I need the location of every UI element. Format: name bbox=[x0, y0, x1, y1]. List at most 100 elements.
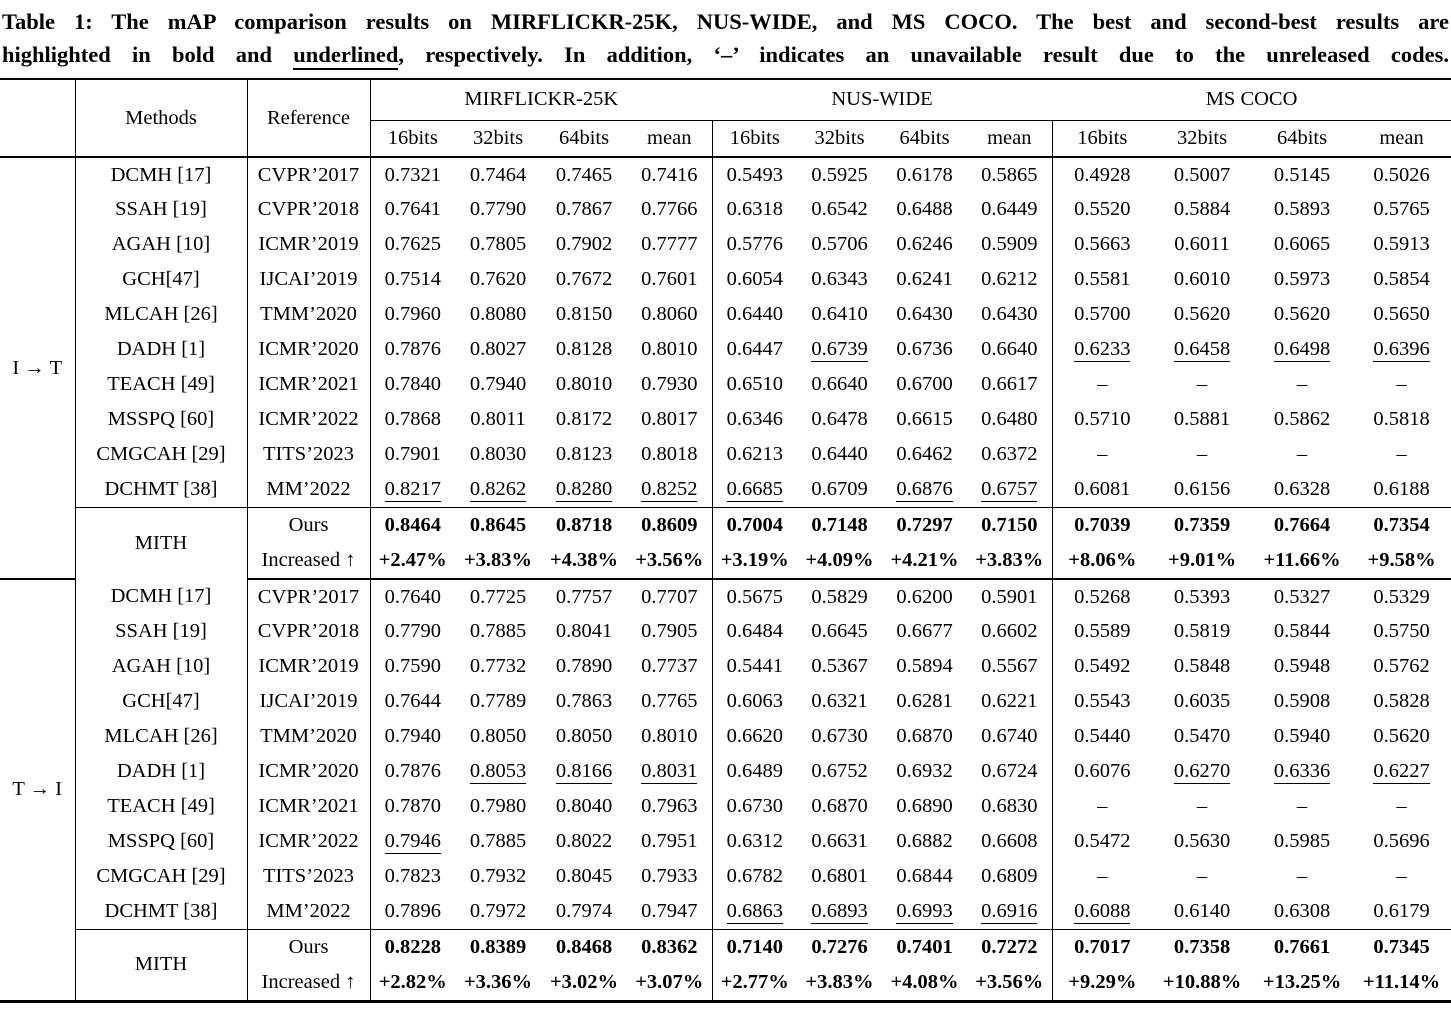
value-cell: 0.6447 bbox=[711, 332, 798, 367]
method-cell: CMGCAH [29] bbox=[74, 437, 247, 472]
value-cell: 0.8010 bbox=[641, 338, 698, 360]
method-cell: AGAH [10] bbox=[74, 649, 247, 684]
value-cell: 0.5472 bbox=[1051, 824, 1153, 859]
value-cell: 0.5268 bbox=[1051, 579, 1153, 614]
value-cell: 0.8060 bbox=[641, 303, 698, 325]
value-cell: +3.56% bbox=[967, 965, 1053, 1002]
value-cell: 0.6801 bbox=[811, 865, 868, 887]
reference-cell: ICMR’2021 bbox=[246, 367, 370, 402]
reference-cell: CVPR’2017 bbox=[246, 579, 370, 614]
value-cell: 0.7590 bbox=[369, 649, 455, 684]
value-cell: 0.6054 bbox=[711, 262, 798, 297]
value-cell: 0.5750 bbox=[1373, 620, 1430, 642]
value-cell: 0.6480 bbox=[981, 408, 1038, 430]
section-label: T → I bbox=[0, 579, 75, 1002]
value-cell: 0.6200 bbox=[896, 585, 953, 608]
value-cell: 0.8010 bbox=[555, 373, 613, 395]
value-cell: 0.6870 bbox=[811, 795, 868, 817]
underlined-value: 0.8031 bbox=[641, 760, 698, 784]
value-cell: +9.58% bbox=[1352, 543, 1451, 580]
value-cell: 0.6156 bbox=[1173, 477, 1231, 500]
value-cell: 0.5848 bbox=[1173, 655, 1231, 677]
value-cell: 0.5470 bbox=[1173, 725, 1231, 747]
value-cell: 0.7905 bbox=[641, 620, 698, 642]
value-cell: 0.6088 bbox=[1051, 894, 1153, 929]
underlined-value: 0.6685 bbox=[726, 477, 783, 502]
value-cell: 0.6065 bbox=[1273, 233, 1331, 255]
value-cell: 0.5901 bbox=[981, 585, 1038, 608]
value-cell: 0.8045 bbox=[555, 865, 613, 887]
value-cell: 0.7148 bbox=[797, 506, 883, 543]
value-cell: 0.6645 bbox=[811, 620, 868, 642]
value-cell: +3.36% bbox=[455, 965, 541, 1002]
value-cell: 0.5007 bbox=[1173, 163, 1231, 186]
value-cell: 0.5567 bbox=[981, 655, 1038, 677]
underlined-value: 0.6876 bbox=[896, 477, 953, 502]
value-cell: 0.6615 bbox=[896, 408, 953, 430]
value-cell: 0.7777 bbox=[641, 233, 698, 255]
value-cell: 0.7464 bbox=[469, 163, 527, 186]
value-cell: 0.7885 bbox=[469, 620, 527, 642]
method-cell: DCHMT [38] bbox=[74, 894, 247, 929]
value-cell: 0.6739 bbox=[797, 332, 882, 367]
table-row: TEACH [49] ICMR’2021 0.7870 0.7980 0.8040 0.7… bbox=[0, 789, 1451, 824]
mith-label: MITH bbox=[74, 928, 247, 1001]
value-cell: 0.5393 bbox=[1173, 585, 1231, 608]
value-cell: 0.5700 bbox=[1051, 297, 1153, 332]
value-cell: 0.6076 bbox=[1051, 754, 1153, 789]
results-table: Methods Reference MIRFLICKR-25K NUS-WIDE MS … bbox=[0, 78, 1451, 1003]
value-cell: 0.5581 bbox=[1051, 262, 1153, 297]
value-cell: 0.6449 bbox=[981, 198, 1038, 220]
value-cell: 0.6011 bbox=[1174, 233, 1230, 255]
value-cell: 0.5367 bbox=[811, 655, 868, 677]
table-row: MLCAH [26] TMM’2020 0.7960 0.8080 0.8150 0.80… bbox=[0, 297, 1451, 332]
value-cell: 0.7465 bbox=[555, 163, 613, 186]
value-cell: 0.6677 bbox=[896, 620, 953, 642]
caption-text-2a: highlighted in bold and bbox=[2, 42, 294, 67]
value-cell: 0.6736 bbox=[896, 338, 953, 360]
value-cell: +3.07% bbox=[627, 965, 713, 1002]
value-cell: 0.6730 bbox=[811, 725, 868, 747]
value-cell: 0.8172 bbox=[555, 408, 613, 430]
value-cell: 0.5948 bbox=[1273, 655, 1331, 677]
value-cell: 0.8389 bbox=[455, 928, 541, 965]
value-cell: 0.6740 bbox=[981, 725, 1038, 747]
value-cell: 0.5940 bbox=[1273, 725, 1331, 747]
section-label: I → T bbox=[0, 157, 75, 580]
value-cell: 0.8011 bbox=[470, 408, 526, 430]
caption-underlined-word: underlined bbox=[293, 42, 399, 70]
reference-cell: MM’2022 bbox=[246, 894, 370, 929]
value-cell: 0.6700 bbox=[896, 373, 953, 395]
method-cell: SSAH [19] bbox=[74, 192, 247, 227]
value-cell: 0.7664 bbox=[1252, 506, 1353, 543]
value-cell: 0.6410 bbox=[811, 303, 868, 325]
value-cell: 0.6328 bbox=[1273, 477, 1331, 500]
value-cell: 0.7672 bbox=[555, 268, 613, 290]
value-cell: – bbox=[1051, 859, 1153, 894]
reference-cell: IJCAI’2019 bbox=[246, 262, 370, 297]
table-row: SSAH [19] CVPR’2018 0.7790 0.7885 0.8041 0.79… bbox=[0, 614, 1451, 649]
method-cell: MLCAH [26] bbox=[74, 719, 247, 754]
value-cell: – bbox=[1196, 373, 1208, 395]
value-cell: +3.02% bbox=[541, 965, 627, 1002]
value-cell: 0.5329 bbox=[1373, 585, 1430, 608]
value-cell: 0.7732 bbox=[469, 655, 527, 677]
value-cell: 0.6440 bbox=[711, 297, 798, 332]
value-cell: – bbox=[1051, 437, 1153, 472]
value-cell: 0.7004 bbox=[711, 506, 798, 543]
value-cell: 0.8017 bbox=[641, 408, 698, 430]
reference-cell: TMM’2020 bbox=[246, 297, 370, 332]
value-cell: – bbox=[1396, 795, 1407, 817]
value-cell: 0.7876 bbox=[369, 754, 455, 789]
value-cell: +13.25% bbox=[1252, 965, 1353, 1002]
value-cell: 0.7766 bbox=[641, 198, 698, 220]
value-cell: 0.7930 bbox=[641, 373, 698, 395]
table-caption: Table 1: The mAP comparison results on M… bbox=[0, 0, 1451, 71]
value-cell: 0.7972 bbox=[469, 899, 527, 922]
value-cell: 0.5706 bbox=[811, 233, 868, 255]
value-cell: 0.8128 bbox=[555, 338, 613, 360]
value-cell: 0.7902 bbox=[555, 233, 613, 255]
value-cell: 0.7868 bbox=[369, 402, 455, 437]
underlined-value: 0.8053 bbox=[469, 760, 527, 784]
value-cell: 0.6321 bbox=[811, 690, 868, 712]
